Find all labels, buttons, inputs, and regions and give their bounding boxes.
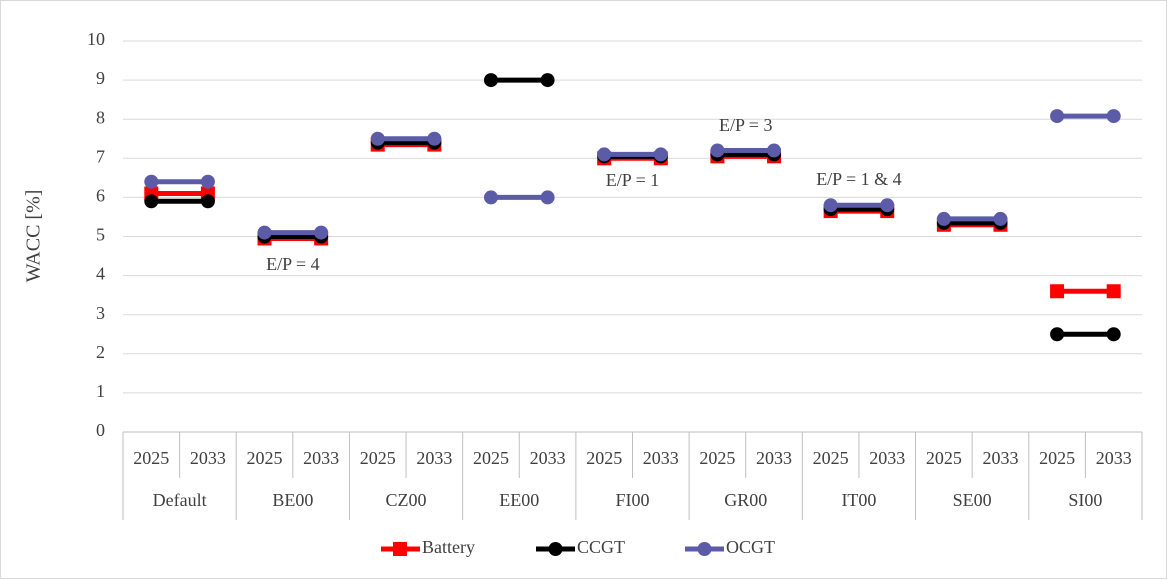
x-tick-label: 2025 [133,448,169,468]
x-tick-label: 2033 [1096,448,1132,468]
y-tick-label: 9 [96,68,105,88]
annotation: E/P = 1 & 4 [816,169,902,189]
legend-label: Battery [422,537,475,557]
legend-marker [548,542,563,556]
y-tick-label: 5 [96,225,105,245]
marker [1106,284,1121,299]
group-label: IT00 [841,490,876,510]
x-tick-label: 2033 [530,448,566,468]
group-label: SE00 [953,490,992,510]
legend-label: CCGT [577,537,625,557]
marker [767,143,782,158]
x-tick-label: 2033 [869,448,905,468]
marker [427,131,442,146]
marker [144,194,159,209]
legend-marker [393,542,407,556]
marker [1050,327,1065,342]
legend-label: OCGT [726,537,775,557]
x-tick-label: 2025 [699,448,735,468]
group-label: EE00 [499,490,539,510]
marker [144,174,159,189]
x-tick-label: 2033 [303,448,339,468]
marker [653,147,668,162]
x-tick-label: 2025 [360,448,396,468]
marker [483,73,498,88]
marker [1050,284,1065,299]
marker [936,211,951,226]
y-tick-label: 7 [96,146,105,166]
x-tick-label: 2025 [586,448,622,468]
x-tick-label: 2033 [756,448,792,468]
x-tick-label: 2025 [247,448,283,468]
group-label: FI00 [615,490,649,510]
marker [1106,327,1121,342]
annotation: E/P = 4 [266,254,320,274]
marker [540,73,555,88]
group-label: SI00 [1068,490,1102,510]
x-tick-label: 2025 [1039,448,1075,468]
group-label: CZ00 [386,490,427,510]
y-tick-label: 6 [96,186,105,206]
y-tick-label: 4 [96,264,105,284]
marker [823,198,838,213]
x-tick-label: 2033 [190,448,226,468]
y-axis-label: WACC [%] [23,190,45,283]
x-tick-label: 2025 [926,448,962,468]
marker [1106,109,1121,124]
marker [540,190,555,205]
group-label: GR00 [724,490,767,510]
marker [597,147,612,162]
legend-marker [697,542,712,556]
marker [710,143,725,158]
annotation: E/P = 3 [719,115,773,135]
x-tick-label: 2033 [416,448,452,468]
annotation: E/P = 1 [606,170,660,190]
y-tick-label: 10 [87,29,105,49]
marker [314,225,329,240]
x-tick-label: 2033 [982,448,1018,468]
x-tick-label: 2025 [473,448,509,468]
y-tick-label: 8 [96,107,105,127]
marker [257,225,272,240]
group-label: BE00 [272,490,313,510]
marker [1050,109,1065,124]
y-tick-label: 0 [96,420,105,440]
y-tick-label: 1 [96,381,105,401]
y-tick-label: 3 [96,303,105,323]
marker [880,198,895,213]
marker [370,131,385,146]
marker [200,174,215,189]
marker [200,194,215,209]
x-tick-label: 2033 [643,448,679,468]
x-tick-label: 2025 [813,448,849,468]
group-label: Default [153,490,207,510]
y-tick-label: 2 [96,342,105,362]
marker [993,211,1008,226]
marker [483,190,498,205]
